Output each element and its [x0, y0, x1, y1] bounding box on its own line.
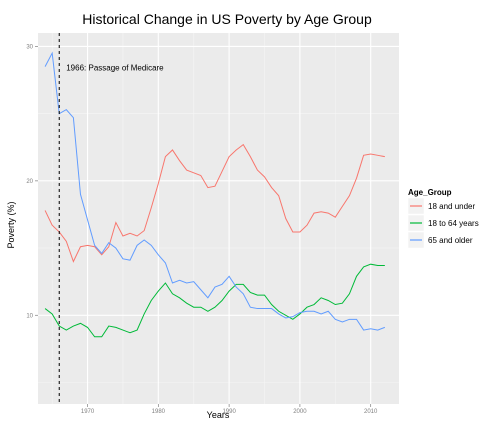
series-lines — [44, 51, 386, 338]
series-line — [44, 263, 385, 338]
y-tick-label: 20 — [26, 179, 33, 185]
x-axis-title: Years — [207, 410, 230, 420]
legend: Age_Group 18 and under 18 to 64 years 65 a… — [407, 188, 479, 249]
x-tick-label: 2010 — [364, 409, 378, 415]
x-tick-label: 1980 — [152, 409, 166, 415]
medicare-annotation: 1966: Passage of Medicare — [66, 64, 164, 73]
chart-title: Historical Change in US Poverty by Age G… — [82, 11, 372, 27]
y-tick-label: 30 — [26, 44, 33, 50]
y-tick-label: 10 — [26, 313, 33, 319]
x-tick-label: 2000 — [293, 409, 307, 415]
legend-label: 18 and under — [428, 202, 475, 211]
legend-items: 18 and under 18 to 64 years 65 and older — [407, 197, 479, 249]
legend-label: 65 and older — [428, 236, 473, 245]
series-line — [44, 143, 385, 263]
legend-label: 18 to 64 years — [428, 219, 479, 228]
x-tick-label: 1990 — [222, 409, 236, 415]
y-axis-ticks: 10 20 30 — [26, 44, 38, 319]
x-axis-ticks: 1970 1980 1990 2000 2010 — [81, 404, 378, 415]
minor-gridlines — [38, 33, 399, 404]
y-axis-title: Poverty (%) — [6, 201, 16, 248]
x-tick-label: 1970 — [81, 409, 95, 415]
legend-title: Age_Group — [408, 188, 452, 197]
plot-panel — [38, 33, 399, 404]
series-line — [44, 51, 386, 331]
